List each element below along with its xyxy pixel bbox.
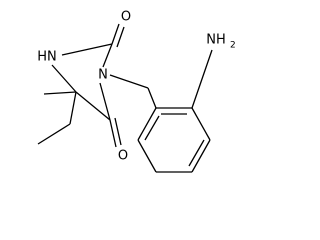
bond xyxy=(109,74,149,89)
bond xyxy=(75,91,111,121)
bond xyxy=(114,117,122,146)
bond xyxy=(109,119,117,148)
bond xyxy=(69,91,77,125)
atom-label: NH xyxy=(206,33,226,48)
bond xyxy=(116,26,125,48)
bond xyxy=(111,23,120,45)
bond xyxy=(144,115,160,141)
bond xyxy=(188,139,205,167)
atom-subscript: 2 xyxy=(230,41,236,51)
bond xyxy=(191,139,211,173)
bond xyxy=(51,64,77,93)
atom-label: HN xyxy=(37,50,57,65)
atom-label: O xyxy=(121,10,131,25)
bond xyxy=(147,87,157,109)
bond xyxy=(191,49,213,109)
bonds xyxy=(37,23,213,173)
bond xyxy=(43,91,77,95)
bond xyxy=(137,107,157,141)
bond xyxy=(102,43,113,68)
bond xyxy=(99,82,111,121)
molecule-diagram: O HN N O NH 2 xyxy=(37,10,236,173)
bond xyxy=(61,43,113,56)
atom-label: O xyxy=(118,149,128,164)
bond xyxy=(191,107,211,141)
bond xyxy=(137,139,157,173)
bond xyxy=(37,123,71,145)
atom-label: N xyxy=(98,68,108,83)
